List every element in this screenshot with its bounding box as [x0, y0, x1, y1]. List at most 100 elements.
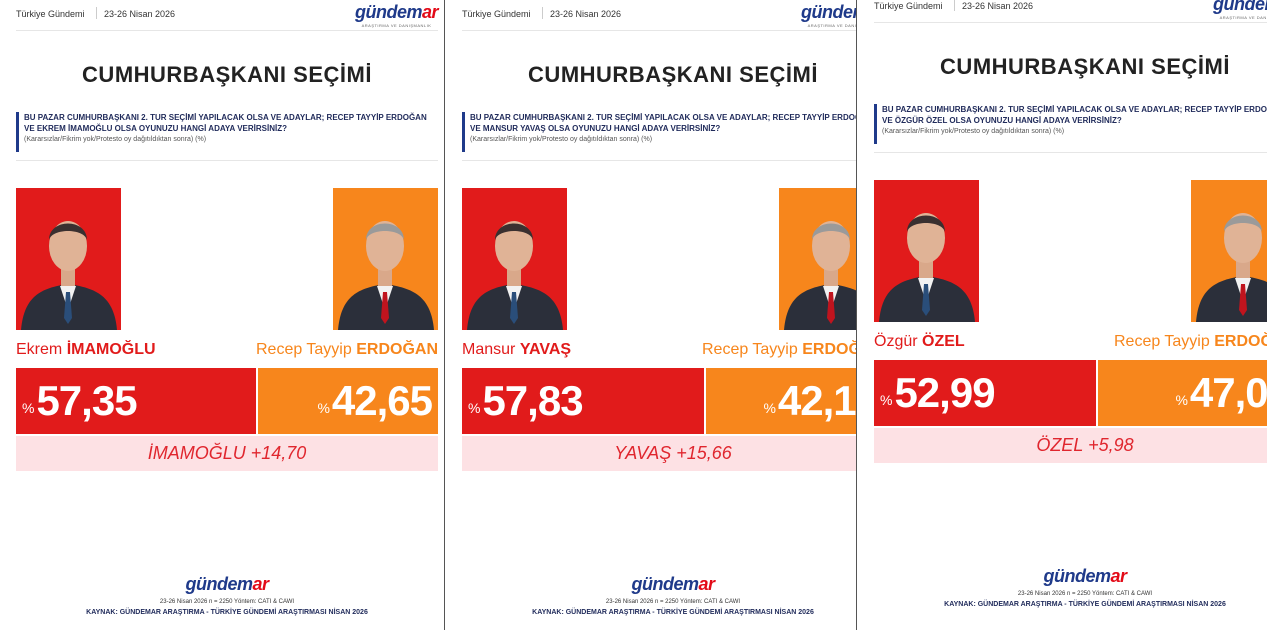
footer-method: 23-26 Nisan 2026 n = 2250 Yöntem: CATI &…	[605, 599, 741, 605]
header-date: 23-26 Nisan 2026	[550, 9, 622, 19]
question: BU PAZAR CUMHURBAŞKANI 2. TUR SEÇİMİ YAP…	[24, 113, 427, 133]
first-name: Recep Tayyip	[256, 341, 352, 358]
first-name: Özgür	[874, 333, 918, 350]
footer-method: 23-26 Nisan 2026 n = 2250 Yöntem: CATI &…	[1017, 591, 1153, 597]
vote-value: 57,35	[36, 377, 137, 424]
header-separator	[96, 7, 97, 19]
logo-subtitle: ARAŞTIRMA VE DANIŞMANLIK	[361, 23, 432, 28]
header: Türkiye Gündemi 23-26 Nisan 2026 gündemarA…	[462, 0, 856, 31]
portrait	[338, 221, 434, 330]
footer-logo: gündemar	[16, 574, 438, 595]
header-source: Türkiye Gündemi	[16, 9, 85, 19]
logo-text: gündem	[185, 574, 253, 594]
question: BU PAZAR CUMHURBAŞKANI 2. TUR SEÇİMİ YAP…	[470, 113, 856, 133]
candidate-photo	[333, 188, 438, 330]
vote-value: 57,83	[482, 377, 583, 424]
portrait	[1196, 213, 1267, 322]
last-name: İMAMOĞLU	[66, 341, 156, 358]
vote-bar: % 57,83	[462, 368, 704, 434]
vote-bar: %47,01	[1098, 360, 1267, 426]
portrait	[467, 221, 563, 330]
lead-margin: İMAMOĞLU +14,70	[16, 436, 438, 471]
vote-unit: %	[317, 400, 330, 416]
footer-logo: gündemar	[874, 566, 1267, 587]
candidate-name: Özgür ÖZEL	[874, 333, 965, 351]
header-source: Türkiye Gündemi	[462, 9, 531, 19]
logo-text: gündem	[800, 2, 856, 22]
last-name: ERDOĞAN	[356, 341, 438, 358]
rule	[462, 160, 856, 161]
vote-unit: %	[22, 400, 35, 416]
candidate-name: Recep Tayyip ERDOĞAN	[702, 341, 856, 359]
question-note: (Kararsızlar/Fikrim yok/Protesto oy dağı…	[24, 136, 207, 143]
header-separator	[542, 7, 543, 19]
result-bars: % 57,35% 42,65	[16, 368, 438, 434]
header-separator	[954, 0, 955, 11]
logo-accent: ar	[252, 574, 269, 594]
logo-text: gündem	[1043, 566, 1111, 586]
result-bars: %57,83%42,17	[462, 368, 856, 434]
lead-margin: YAVAŞ +15,66	[462, 436, 856, 471]
vote-bar: % 42,65	[257, 368, 438, 434]
first-name: Recep Tayyip	[1114, 333, 1210, 350]
vote-value: 42,65	[331, 377, 433, 424]
candidate-photo	[16, 188, 121, 330]
logo-text: gündem	[1212, 0, 1267, 14]
portrait	[21, 221, 117, 330]
header-date: 23-26 Nisan 2026	[962, 1, 1034, 11]
first-name: Mansur	[462, 341, 516, 358]
first-name: Ekrem	[16, 341, 63, 358]
footer: gündemar 23-26 Nisan 2026 n = 2250 Yöntem…	[874, 566, 1267, 608]
vote-unit: %	[880, 392, 893, 408]
title: CUMHURBAŞKANI SEÇİMİ	[528, 62, 818, 87]
question-box: BU PAZAR CUMHURBAŞKANI 2. TUR SEÇİMİ YAP…	[462, 112, 856, 152]
first-name: Recep Tayyip	[702, 341, 798, 358]
vote-value: 47,01	[1189, 369, 1267, 416]
vote-bar: %42,17	[705, 368, 856, 434]
vote-unit: %	[468, 400, 481, 416]
footer: gündemar 23-26 Nisan 2026 n = 2250 Yöntem…	[16, 574, 438, 616]
header-date: 23-26 Nisan 2026	[104, 9, 176, 19]
portrait	[784, 221, 856, 330]
candidate-photo	[874, 180, 979, 322]
footer-source: KAYNAK: GÜNDEMAR ARAŞTIRMA - TÜRKİYE GÜN…	[944, 601, 1226, 608]
candidate-name: Recep Tayyip ERDOĞAN	[1114, 333, 1267, 351]
footer-source: KAYNAK: GÜNDEMAR ARAŞTIRMA - TÜRKİYE GÜN…	[532, 609, 814, 616]
rule	[16, 160, 438, 161]
question-note: (Kararsızlar/Fikrim yok/Protesto oy dağı…	[470, 136, 653, 143]
vote-bar: % 52,99	[874, 360, 1097, 426]
footer: gündemar 23-26 Nisan 2026 n = 2250 Yöntem…	[462, 574, 856, 616]
last-name: YAVAŞ	[519, 341, 572, 358]
title: CUMHURBAŞKANI SEÇİMİ	[940, 54, 1230, 79]
question-box: BU PAZAR CUMHURBAŞKANI 2. TUR SEÇİMİ YAP…	[874, 104, 1267, 144]
header: Türkiye Gündemi 23-26 Nisan 2026 gündemarA…	[874, 0, 1267, 23]
vote-unit: %	[763, 400, 776, 416]
last-name: ÖZEL	[922, 333, 965, 350]
title: CUMHURBAŞKANI SEÇİMİ	[82, 62, 372, 87]
candidate-name: Mansur YAVAŞ	[462, 341, 571, 359]
header-source: Türkiye Gündemi	[874, 1, 943, 11]
vote-unit: %	[1175, 392, 1188, 408]
last-name: ERDOĞAN	[1214, 333, 1267, 350]
vote-bar: % 57,35	[16, 368, 256, 434]
logo-accent: ar	[698, 574, 715, 594]
logo-subtitle: ARAŞTIRMA VE DANIŞMANLIK	[807, 23, 856, 28]
question-note: (Kararsızlar/Fikrim yok/Protesto oy dağı…	[882, 128, 1065, 135]
logo-text: gündem	[354, 2, 423, 22]
candidate-photo	[462, 188, 567, 330]
candidate-photo	[779, 188, 856, 330]
footer-source: KAYNAK: GÜNDEMAR ARAŞTIRMA - TÜRKİYE GÜN…	[86, 609, 368, 616]
lead-margin: ÖZEL +5,98	[874, 428, 1267, 463]
vote-value: 42,17	[777, 377, 856, 424]
footer-logo: gündemar	[462, 574, 856, 595]
question-box: BU PAZAR CUMHURBAŞKANI 2. TUR SEÇİMİ YAP…	[16, 112, 438, 152]
candidate-name: Ekrem İMAMOĞLU	[16, 341, 156, 359]
